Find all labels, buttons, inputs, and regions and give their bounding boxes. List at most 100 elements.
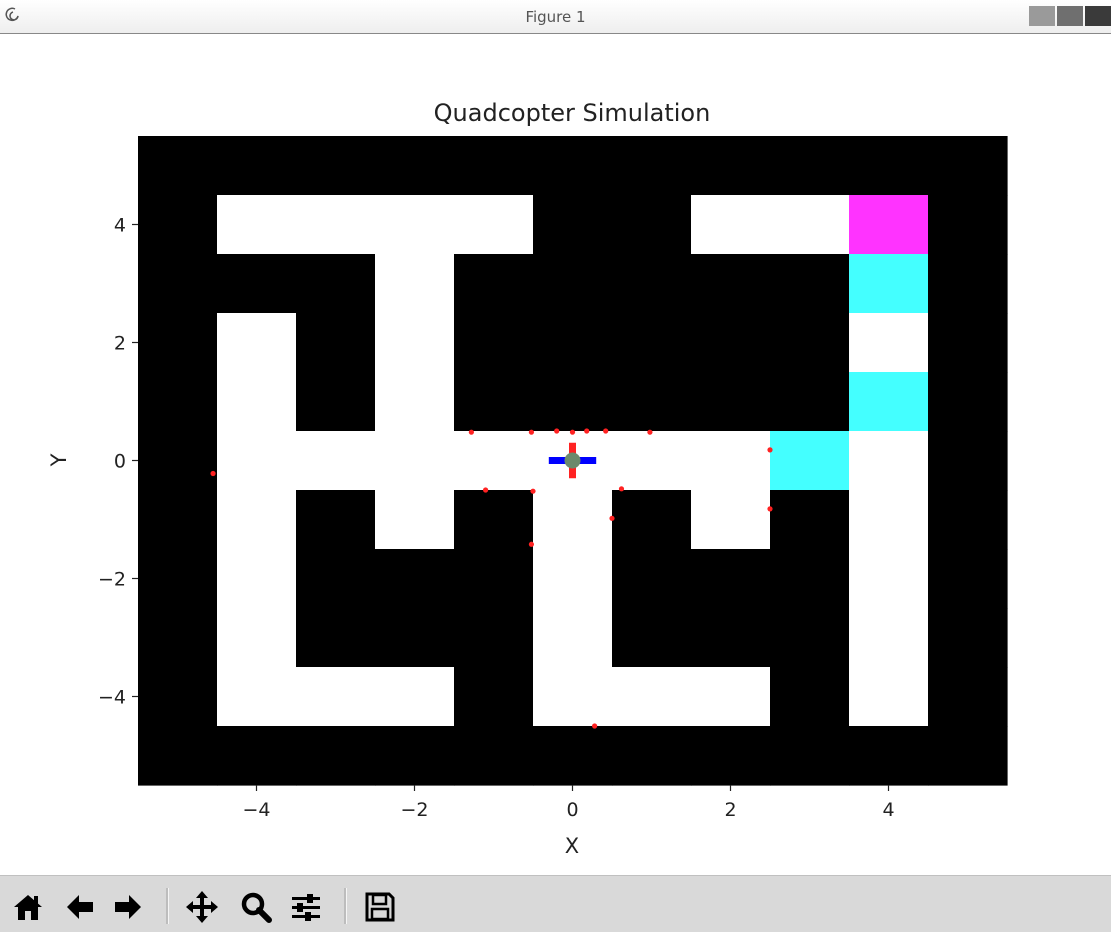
maze-cell bbox=[849, 372, 929, 432]
x-tick-label: −2 bbox=[400, 799, 428, 821]
maze-cell bbox=[770, 726, 850, 786]
maze-cell bbox=[849, 549, 929, 609]
maze-cell bbox=[533, 195, 613, 255]
maze-cell bbox=[454, 313, 534, 373]
maze-cell bbox=[691, 667, 771, 727]
maze-cell bbox=[217, 608, 297, 668]
maze-cell bbox=[849, 667, 929, 727]
maze-cell bbox=[612, 667, 692, 727]
maze-cell bbox=[454, 726, 534, 786]
close-button[interactable] bbox=[1085, 6, 1111, 26]
maze-cell bbox=[691, 431, 771, 491]
figure-canvas[interactable]: Quadcopter Simulation −4 −2 0 2 4 −4 −2 0 2 4 X Y bbox=[0, 35, 1111, 875]
maze-cell bbox=[770, 313, 850, 373]
maze-cell bbox=[217, 313, 297, 373]
x-tick-label: 4 bbox=[882, 799, 894, 821]
maze-cell bbox=[138, 136, 218, 196]
maze-cell bbox=[138, 549, 218, 609]
maze-cell bbox=[849, 726, 929, 786]
sensor-point bbox=[569, 429, 576, 435]
pan-button[interactable] bbox=[182, 886, 222, 928]
maze-cell bbox=[533, 549, 613, 609]
maze-cell bbox=[138, 372, 218, 432]
maximize-button[interactable] bbox=[1057, 6, 1083, 26]
save-button[interactable] bbox=[360, 886, 400, 928]
maze-cell bbox=[217, 726, 297, 786]
maze-cell bbox=[849, 490, 929, 550]
back-button[interactable] bbox=[60, 886, 100, 928]
maze-cell bbox=[217, 254, 297, 314]
maze-cell bbox=[375, 726, 455, 786]
maze-cell bbox=[691, 372, 771, 432]
maze-cell bbox=[454, 254, 534, 314]
maze-cell bbox=[138, 667, 218, 727]
maze-cell bbox=[612, 136, 692, 196]
maze-cell bbox=[928, 608, 1008, 668]
maze-cell bbox=[770, 608, 850, 668]
maze-cell bbox=[691, 313, 771, 373]
maze-cell bbox=[612, 431, 692, 491]
y-axis-label: Y bbox=[47, 453, 71, 467]
maze-cell bbox=[691, 490, 771, 550]
maze-cell bbox=[454, 431, 534, 491]
maze-cell bbox=[612, 726, 692, 786]
maze-cell bbox=[928, 136, 1008, 196]
x-tick-label: 2 bbox=[724, 799, 736, 821]
maze-cell bbox=[691, 608, 771, 668]
maze-cell bbox=[138, 195, 218, 255]
maze-cell bbox=[691, 726, 771, 786]
sensor-point bbox=[210, 470, 216, 477]
window-titlebar[interactable]: Figure 1 bbox=[0, 0, 1111, 34]
move-icon bbox=[186, 891, 218, 923]
maze-cell bbox=[296, 608, 376, 668]
maze-cell bbox=[375, 667, 455, 727]
maze-cell bbox=[454, 195, 534, 255]
maze-cell bbox=[533, 372, 613, 432]
y-tick-label: 4 bbox=[114, 215, 126, 237]
magnifier-icon bbox=[241, 892, 272, 923]
maze-cell bbox=[454, 549, 534, 609]
y-tick-label: −2 bbox=[98, 569, 126, 591]
maze-cell bbox=[296, 549, 376, 609]
maze-cell bbox=[296, 254, 376, 314]
sensor-point bbox=[530, 488, 536, 494]
y-tick-label: −4 bbox=[98, 687, 126, 709]
maze-cell bbox=[928, 431, 1008, 491]
arrow-left-icon bbox=[67, 895, 93, 919]
configure-subplots-button[interactable] bbox=[286, 886, 326, 928]
maze-cell bbox=[375, 195, 455, 255]
maze-cell bbox=[375, 549, 455, 609]
maze-cell bbox=[928, 372, 1008, 432]
maze-cell bbox=[849, 608, 929, 668]
maze-cell bbox=[612, 549, 692, 609]
sensor-point bbox=[618, 486, 625, 492]
maze-cell bbox=[691, 136, 771, 196]
sensor-point bbox=[603, 428, 609, 434]
maze-cell bbox=[691, 549, 771, 609]
sensor-point bbox=[767, 506, 773, 512]
maze-cell bbox=[612, 608, 692, 668]
maze-cell bbox=[928, 313, 1008, 373]
maze-cell bbox=[770, 431, 850, 491]
maze-cell bbox=[138, 313, 218, 373]
minimize-button[interactable] bbox=[1029, 6, 1055, 26]
maze-cell bbox=[296, 490, 376, 550]
maze-cell bbox=[533, 136, 613, 196]
window-controls bbox=[1027, 6, 1111, 26]
forward-button[interactable] bbox=[108, 886, 148, 928]
maze-cell bbox=[375, 608, 455, 668]
sliders-icon bbox=[292, 894, 320, 921]
maze-cell bbox=[296, 313, 376, 373]
maze-cell bbox=[454, 667, 534, 727]
sensor-point bbox=[554, 428, 560, 434]
home-button[interactable] bbox=[8, 886, 48, 928]
maze-cell bbox=[533, 254, 613, 314]
maze-cell bbox=[770, 254, 850, 314]
zoom-button[interactable] bbox=[236, 886, 276, 928]
maze-cell bbox=[928, 726, 1008, 786]
maze-cell bbox=[138, 608, 218, 668]
maze-cell bbox=[375, 431, 455, 491]
maze-cell bbox=[217, 372, 297, 432]
app-icon[interactable] bbox=[4, 6, 22, 24]
sensor-point bbox=[528, 429, 535, 435]
